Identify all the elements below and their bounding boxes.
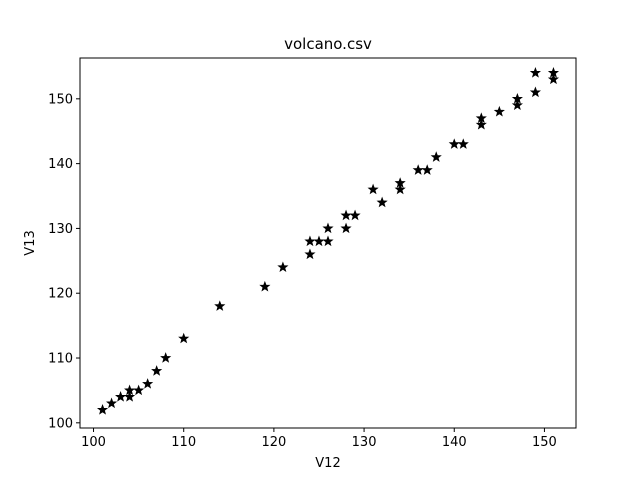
data-point <box>105 397 118 409</box>
data-point <box>475 118 487 130</box>
chart-title: volcano.csv <box>284 35 372 53</box>
y-axis-label: V13 <box>23 230 38 255</box>
data-point <box>151 365 163 376</box>
y-tick-label: 100 <box>48 416 73 431</box>
data-point <box>259 280 271 292</box>
data-point <box>547 67 560 78</box>
data-point <box>322 235 334 247</box>
axis-ticks: 100 110 120 130 140 150 100 110 120 130 140 150 <box>48 92 557 450</box>
data-points <box>96 67 560 415</box>
data-point <box>457 138 469 149</box>
data-point <box>340 222 352 234</box>
data-point <box>124 391 136 402</box>
x-tick-label: 130 <box>352 435 377 450</box>
data-point <box>96 404 109 415</box>
y-tick-label: 130 <box>48 222 73 237</box>
data-point <box>160 352 172 363</box>
x-tick-label: 110 <box>171 435 196 450</box>
data-point <box>367 183 379 195</box>
data-point <box>448 138 460 149</box>
data-point <box>511 92 523 104</box>
data-point <box>421 164 433 175</box>
x-tick-label: 140 <box>442 435 467 450</box>
y-tick-label: 140 <box>48 157 73 172</box>
data-point <box>214 300 226 311</box>
data-point <box>547 73 560 85</box>
x-tick-label: 100 <box>81 435 106 450</box>
data-point <box>529 86 541 98</box>
data-point <box>322 222 334 234</box>
plot-frame <box>79 57 577 429</box>
data-point <box>412 164 424 175</box>
data-point <box>277 261 289 273</box>
data-point <box>394 183 406 195</box>
data-point <box>304 235 316 247</box>
y-tick-label: 150 <box>48 92 73 107</box>
data-point <box>493 105 505 117</box>
data-point <box>376 196 388 208</box>
x-axis-label: V12 <box>315 456 340 471</box>
x-tick-label: 120 <box>261 435 286 450</box>
data-point <box>133 384 145 396</box>
data-point <box>124 384 136 396</box>
data-point <box>394 177 406 188</box>
data-point <box>304 248 316 260</box>
data-point <box>115 391 127 402</box>
data-point <box>313 235 325 247</box>
data-point <box>511 99 523 111</box>
data-point <box>475 112 487 124</box>
data-point <box>178 332 190 344</box>
data-point <box>349 209 361 221</box>
data-point <box>430 151 442 162</box>
x-tick-label: 150 <box>532 435 557 450</box>
data-point <box>340 209 352 221</box>
data-point <box>142 378 154 389</box>
data-point <box>529 67 541 78</box>
y-tick-label: 120 <box>48 287 73 302</box>
y-tick-label: 110 <box>48 352 73 367</box>
